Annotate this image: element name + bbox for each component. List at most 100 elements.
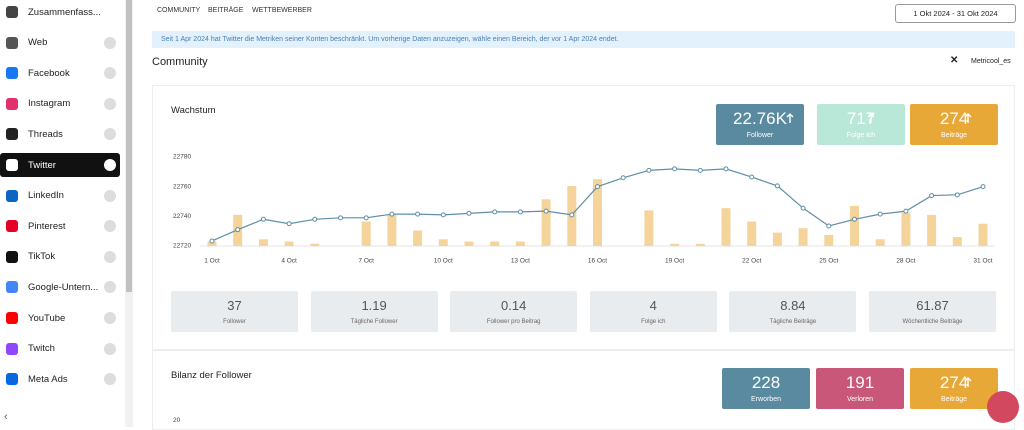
stat: 61.87 Wöchentliche Beiträge <box>869 291 996 332</box>
x-tick-label: 28 Oct <box>896 258 915 265</box>
sidebar-item[interactable]: YouTube <box>0 306 120 330</box>
status-icon <box>104 342 116 355</box>
x-tick-label: 4 Oct <box>281 258 297 265</box>
sidebar-item[interactable]: Instagram <box>0 92 120 116</box>
status-icon <box>104 189 116 202</box>
label: LinkedIn <box>28 190 64 202</box>
point <box>800 205 806 211</box>
stat-label: Follower pro Beitrag <box>486 319 541 325</box>
bar <box>850 205 859 246</box>
sidebar-item[interactable]: LinkedIn <box>0 184 120 208</box>
up-arrow <box>786 113 794 123</box>
kpi-label: Beiträge <box>940 396 968 403</box>
label: Pinterest <box>28 220 66 232</box>
point <box>723 166 729 172</box>
point <box>543 208 549 214</box>
stat-label: Tägliche Follower <box>350 319 398 325</box>
tab[interactable]: BEITRÄGE <box>208 7 244 14</box>
kpi-label: Erworben <box>751 396 781 403</box>
bar <box>978 223 988 246</box>
label: Meta Ads <box>28 373 68 385</box>
bar <box>695 243 705 246</box>
kpi-value: 191 <box>845 373 875 392</box>
sidebar-item[interactable]: Zusammenfass... <box>0 0 120 24</box>
bar <box>361 221 371 246</box>
icon <box>6 159 18 171</box>
status-icon <box>104 36 116 49</box>
icon <box>6 6 18 18</box>
bar <box>644 210 654 246</box>
notice: Seit 1 Apr 2024 hat Twitter die Metriken… <box>152 31 1015 48</box>
sidebar-item[interactable]: TikTok <box>0 245 120 269</box>
x-tick-label: 1 Oct <box>204 258 220 265</box>
kpi-value: 274 <box>939 373 969 392</box>
icon <box>6 97 18 110</box>
x-tick-label: 7 Oct <box>358 258 374 265</box>
point <box>466 210 472 216</box>
kpi-label: Folge ich <box>846 132 876 139</box>
stat: 4 Folge ich <box>589 291 717 332</box>
date-range: 1 Okt 2024 - 31 Okt 2024 <box>913 9 998 18</box>
section-title: Community <box>152 56 208 68</box>
bar <box>772 232 782 246</box>
bar <box>258 239 268 246</box>
sidebar-item[interactable]: Twitch <box>0 337 120 361</box>
label: Twitch <box>28 343 55 355</box>
sidebar-item[interactable]: Google-Untern... <box>0 275 120 299</box>
point <box>826 223 832 229</box>
kpi-value: 274 <box>939 109 969 128</box>
icon <box>6 342 18 355</box>
stat: 37 Follower <box>171 291 298 332</box>
stat-value: 37 <box>227 298 242 313</box>
sidebar-item[interactable]: Pinterest <box>0 214 120 238</box>
sidebar-item[interactable]: Meta Ads <box>0 367 120 391</box>
stat: 8.84 Tägliche Beiträge <box>729 291 857 332</box>
bar <box>387 214 397 246</box>
bar <box>438 239 448 246</box>
stat-label: Folge ich <box>641 319 666 325</box>
chat-button[interactable] <box>987 391 1019 423</box>
y-tick-label: 22780 <box>173 154 191 161</box>
stat-label: Tägliche Beiträge <box>769 319 817 325</box>
point <box>929 193 935 199</box>
bar <box>310 243 320 246</box>
point <box>440 212 446 218</box>
point <box>312 216 318 222</box>
bar <box>490 241 500 246</box>
x-tick-label: 10 Oct <box>434 258 453 265</box>
kpi: 22.76K Follower <box>716 104 804 145</box>
balance-y-tick: 20 <box>173 417 181 424</box>
status-icon <box>104 67 116 80</box>
sidebar-item[interactable]: Web <box>0 31 120 55</box>
sidebar-item[interactable]: Facebook <box>0 61 120 85</box>
label: Facebook <box>28 67 70 79</box>
y-tick-label: 22760 <box>173 183 191 190</box>
point <box>209 238 215 244</box>
date-picker[interactable]: 1 Okt 2024 - 31 Okt 2024 <box>895 4 1016 23</box>
kpi-value: 717 <box>846 109 876 128</box>
scroll-thumb[interactable] <box>126 0 132 292</box>
up-arrow <box>964 113 972 123</box>
point <box>852 216 857 222</box>
point <box>620 175 626 181</box>
label: Google-Untern... <box>28 281 99 293</box>
stat-value: 4 <box>649 298 657 313</box>
y-tick-label: 22740 <box>173 213 191 220</box>
tab[interactable]: COMMUNITY <box>157 7 201 14</box>
kpi: 228 Erworben <box>722 368 810 409</box>
tab[interactable]: WETTBEWERBER <box>252 7 312 14</box>
bar <box>670 243 680 246</box>
sidebar-item[interactable]: Twitter <box>0 153 120 177</box>
kpi-label: Verloren <box>846 396 874 403</box>
point <box>517 209 523 215</box>
bar <box>901 212 911 246</box>
collapse-arrow[interactable]: ‹ <box>4 411 8 423</box>
kpi: 274 Beiträge <box>910 104 998 145</box>
icon <box>6 128 18 141</box>
bar <box>798 228 808 246</box>
sidebar-item[interactable]: Threads <box>0 122 120 146</box>
icon <box>6 67 18 80</box>
up-arrow <box>964 377 972 387</box>
kpi: 191 Verloren <box>816 368 904 409</box>
kpi-label: Follower <box>746 132 774 139</box>
